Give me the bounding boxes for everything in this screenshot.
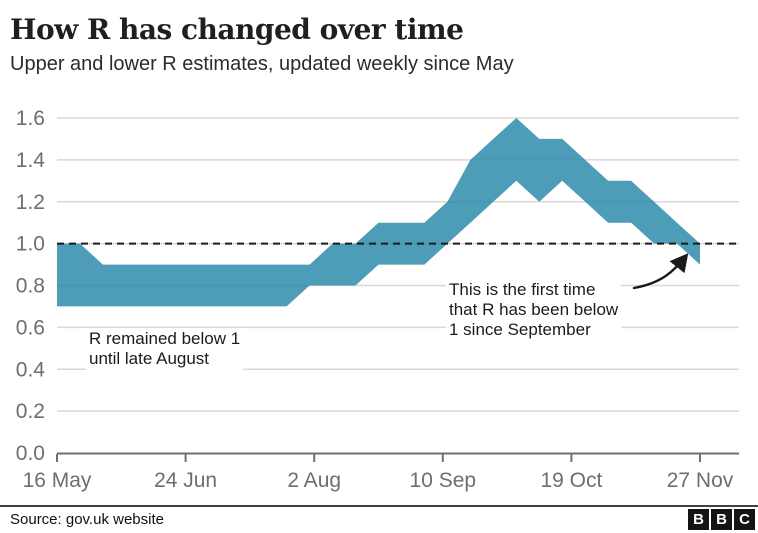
annotation-arrow-icon — [632, 253, 689, 290]
footer: Source: gov.uk website B B C — [0, 505, 758, 531]
y-tick-label: 0.4 — [16, 358, 46, 381]
y-tick-label: 1.6 — [16, 107, 45, 130]
y-tick-label: 0.6 — [16, 316, 45, 339]
x-tick-label: 27 Nov — [667, 469, 734, 492]
x-axis — [56, 452, 739, 462]
y-tick-label: 1.4 — [16, 149, 46, 172]
x-tick-label: 16 May — [23, 469, 92, 492]
page-title: How R has changed over time — [10, 13, 464, 46]
source-credit: Source: gov.uk website — [10, 510, 164, 528]
y-tick-label: 0.2 — [16, 400, 45, 423]
chart-subtitle: Upper and lower R estimates, updated wee… — [10, 53, 514, 76]
estimate-range-band — [57, 118, 700, 307]
x-tick-label: 10 Sep — [410, 469, 477, 492]
band-polygon — [57, 118, 700, 307]
y-tick-label: 0.8 — [16, 275, 45, 298]
annotation-below-1-until-august: R remained below 1 until late August — [86, 328, 244, 371]
chart-header: How R has changed over time Upper and lo… — [10, 13, 748, 76]
x-tick-label: 19 Oct — [540, 469, 602, 492]
y-tick-label: 1.2 — [16, 191, 45, 214]
axis-tick-labels: 0.0 0.2 0.4 0.6 0.8 1.0 1.2 1.4 1.6 16 May 24 Jun 2… — [16, 107, 734, 492]
bbc-logo: B B C — [688, 508, 755, 530]
bbc-logo-block-c: C — [734, 508, 755, 530]
bbc-logo-block-b1: B — [688, 508, 709, 530]
y-tick-label: 0.0 — [16, 442, 45, 465]
x-tick-label: 2 Aug — [287, 469, 341, 492]
y-tick-label: 1.0 — [16, 233, 45, 256]
x-tick-label: 24 Jun — [154, 469, 217, 492]
bbc-logo-block-b2: B — [711, 508, 732, 530]
annotation-first-time-below-1: This is the first time that R has been b… — [446, 279, 622, 342]
